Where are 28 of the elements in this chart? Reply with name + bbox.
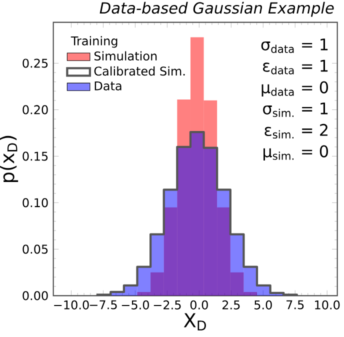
y-tick-label: 0.05 [22,244,48,254]
y-tick-label: 0.20 [22,105,48,114]
legend-label: Simulation [94,51,157,61]
x-tick-label: 10.0 [315,300,340,310]
x-tick-label: −10.0 [54,300,89,310]
y-tick-label: 0.25 [22,58,48,68]
legend-label: Data [94,81,122,90]
legend-title: Training [70,36,118,48]
annotation: μ$_{data}$ = 0 [262,81,328,96]
y-tick-label: 0.00 [22,291,48,300]
x-tick-label: 0.0 [190,300,208,310]
x-tick-label: 5.0 [254,300,272,310]
y-axis-title: p(x$_{D}$) [0,136,18,182]
annotation: μ$_{sim.}$ = 0 [264,145,328,160]
annotation: ε$_{data}$ = 1 [263,60,328,74]
x-tick-label: 2.5 [222,300,240,310]
x-tick-label: −2.5 [154,300,181,310]
x-tick-label: −5.0 [122,300,149,310]
annotation: σ$_{sim.}$ = 1 [263,102,328,118]
x-tick-label: 7.5 [286,300,304,310]
y-tick-label: 0.10 [22,198,48,208]
y-tick-label: 0.15 [22,152,48,161]
annotation: ε$_{sim.}$ = 2 [264,124,328,139]
x-axis-title: X$_{D}$ [184,313,206,330]
annotation: σ$_{data}$ = 1 [261,38,328,54]
x-tick-label: −7.5 [90,300,117,310]
chart-title: Data-based Gaussian Example [100,2,334,17]
legend-label: Calibrated Sim. [94,66,185,76]
